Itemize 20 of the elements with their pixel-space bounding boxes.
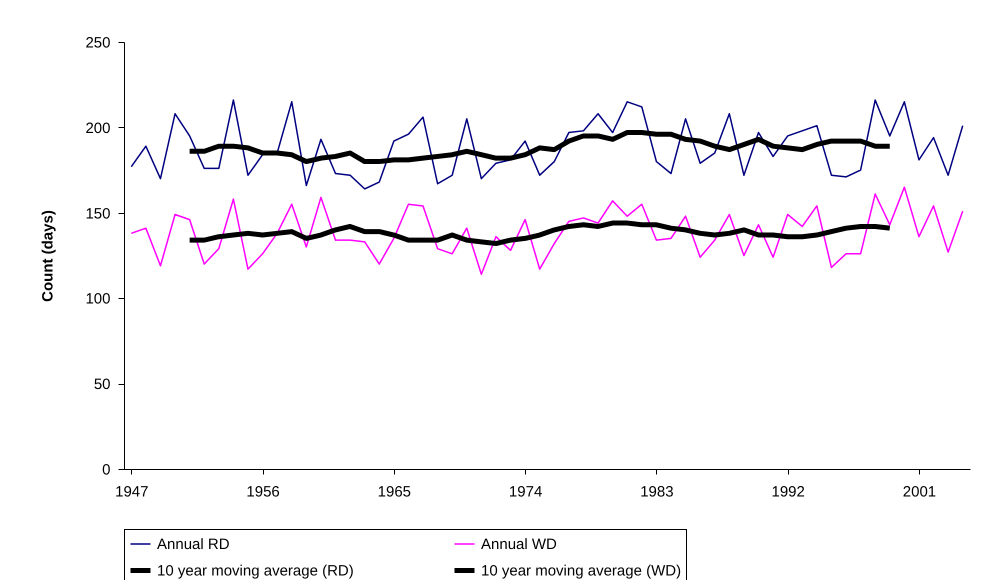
legend-label: 10 year moving average (WD) <box>481 562 682 580</box>
legend-label: 10 year moving average (RD) <box>157 562 354 580</box>
y-axis-title: Count (days) <box>39 210 56 302</box>
line-series <box>130 99 964 190</box>
y-tick-label: 0 <box>102 462 110 478</box>
x-tick-label: 1983 <box>640 484 674 500</box>
y-tick-label: 50 <box>94 376 110 394</box>
y-tick-label: 150 <box>85 205 110 222</box>
y-tick-label: 250 <box>85 34 110 52</box>
x-tick-label: 1965 <box>378 484 412 500</box>
y-tick-label: 200 <box>85 120 110 137</box>
y-tick-label: 100 <box>85 290 110 308</box>
x-tick-label: 1974 <box>508 484 542 500</box>
x-tick-label: 1956 <box>246 484 280 500</box>
line-series <box>130 186 964 276</box>
x-tick-label: 1947 <box>115 484 148 500</box>
legend-label: Annual WD <box>481 536 558 553</box>
legend-label: Annual RD <box>157 536 230 553</box>
x-tick-label: 1992 <box>771 484 805 500</box>
x-tick-label: 2001 <box>902 484 936 500</box>
